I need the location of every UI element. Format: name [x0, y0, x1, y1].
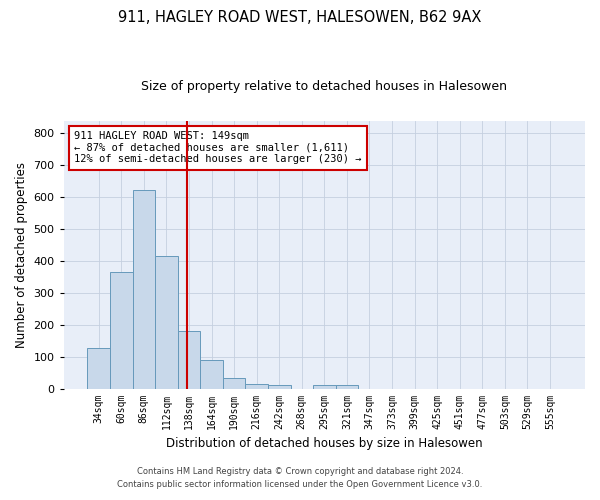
- Bar: [245, 384, 268, 388]
- Bar: [88, 348, 110, 389]
- Bar: [313, 386, 335, 388]
- Bar: [268, 386, 290, 388]
- Bar: [110, 272, 133, 388]
- Bar: [155, 256, 178, 388]
- Bar: [335, 386, 358, 388]
- Text: 911 HAGLEY ROAD WEST: 149sqm
← 87% of detached houses are smaller (1,611)
12% of: 911 HAGLEY ROAD WEST: 149sqm ← 87% of de…: [74, 132, 362, 164]
- Bar: [178, 331, 200, 388]
- Title: Size of property relative to detached houses in Halesowen: Size of property relative to detached ho…: [142, 80, 508, 93]
- Bar: [223, 378, 245, 388]
- Text: 911, HAGLEY ROAD WEST, HALESOWEN, B62 9AX: 911, HAGLEY ROAD WEST, HALESOWEN, B62 9A…: [118, 10, 482, 25]
- Text: Contains HM Land Registry data © Crown copyright and database right 2024.
Contai: Contains HM Land Registry data © Crown c…: [118, 467, 482, 489]
- Y-axis label: Number of detached properties: Number of detached properties: [15, 162, 28, 348]
- Bar: [200, 360, 223, 388]
- X-axis label: Distribution of detached houses by size in Halesowen: Distribution of detached houses by size …: [166, 437, 482, 450]
- Bar: [133, 190, 155, 388]
